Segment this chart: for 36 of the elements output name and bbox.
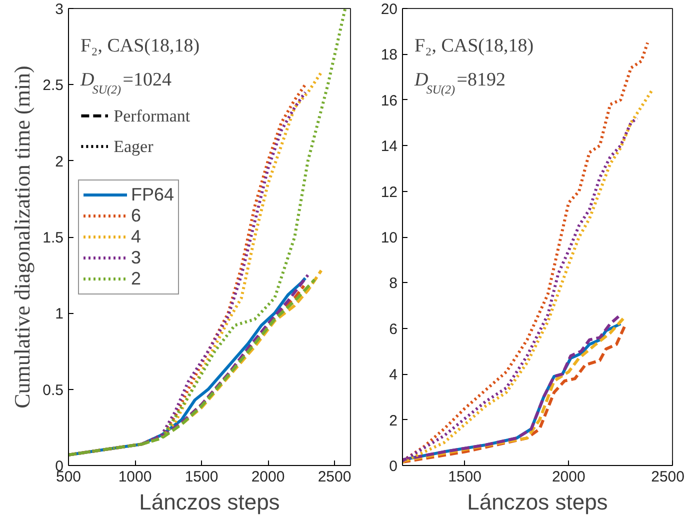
y-tick-label: 1.5 [42,230,64,246]
x-tick-label: 1000 [118,468,152,486]
legend-label: 2 [131,268,142,289]
annotation: F₂, CAS(18,18) [414,36,534,56]
y-tick-label: 0.5 [42,382,64,399]
x-tick-label: 1500 [184,468,218,486]
annotation: F₂, CAS(18,18) [80,36,200,56]
y-tick-label: 1 [55,306,64,323]
legend-label: 4 [131,226,142,247]
y-tick-label: 8 [389,275,398,292]
y-tick-label: 12 [380,184,398,201]
legend-label: 6 [131,205,142,226]
x-tick-label: 2500 [651,468,685,486]
y-tick-label: 14 [380,138,398,156]
annotation: Eager [114,137,154,156]
y-tick-label: 6 [389,320,398,338]
y-tick-label: 4 [389,366,398,384]
y-tick-label: 2.5 [42,77,64,94]
x-tick-label: 2000 [552,468,586,486]
x-tick-label: 2000 [251,468,285,486]
legend-label: FP64 [131,184,174,205]
y-tick-label: 3 [55,1,64,18]
y-tick-label: 2 [389,412,398,430]
x-tick-label: 1500 [448,468,482,486]
y-tick-label: 10 [380,230,398,246]
y-tick-label: 16 [380,92,398,110]
y-tick-label: 2 [55,153,64,170]
x-axis-title: Lánczos steps [467,490,608,514]
legend-label: 3 [131,247,142,268]
x-tick-label: 2500 [318,468,352,486]
y-axis-title: Cumulative diagonalization time (min) [10,66,35,408]
y-tick-label: 20 [380,1,398,18]
annotation: Performant [114,106,190,126]
y-tick-label: 18 [380,46,398,64]
x-axis-title: Lánczos steps [139,490,280,514]
y-tick-label: 0 [389,458,398,475]
